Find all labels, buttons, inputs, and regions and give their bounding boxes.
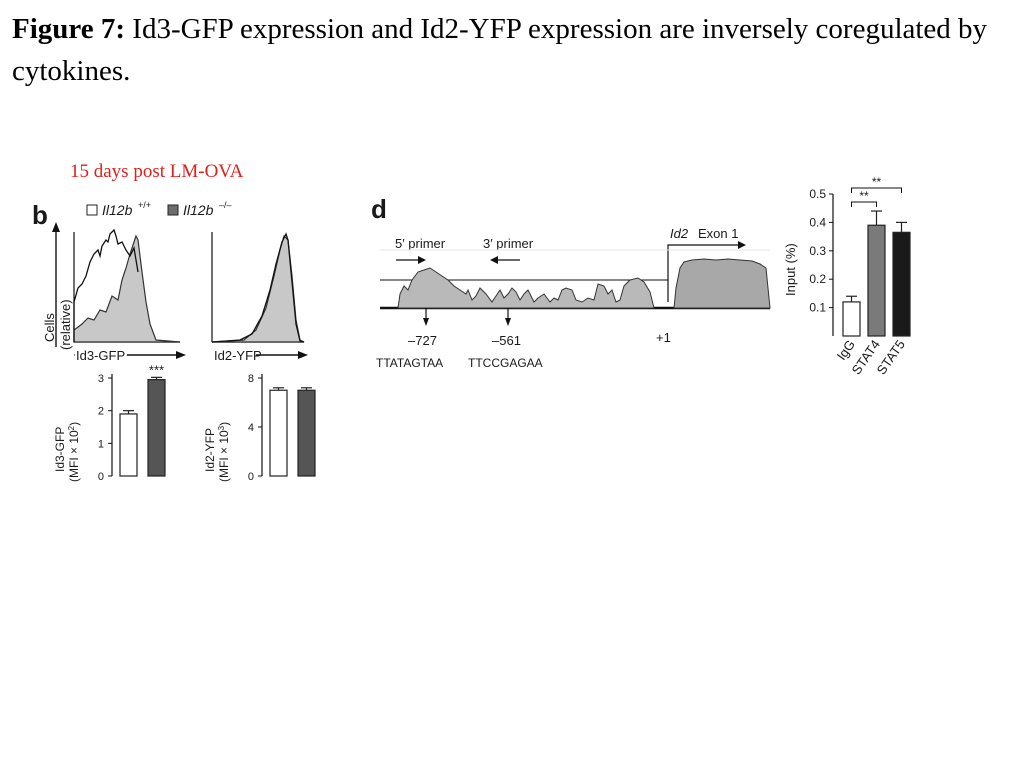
y-tick-label: 0.5 [809, 187, 826, 201]
panel-b-label: b [32, 200, 48, 230]
panel-d-label: d [371, 194, 387, 224]
legend-label-knockout: Il12b [183, 202, 214, 218]
panel-b-histograms: b Il12b +/+ Il12b –/– Cells (relative) I… [32, 200, 308, 366]
y-tick-label: 0.3 [809, 244, 826, 258]
y-tick-label: 2 [98, 406, 104, 418]
primer5-arrowhead [418, 256, 426, 264]
legend-swatch-knockout [167, 204, 179, 216]
primer3-label: 3′ primer [483, 236, 534, 251]
bar [269, 389, 288, 477]
pos1-label: –727 [408, 333, 437, 348]
hist-right-wildtype-curve [211, 232, 305, 343]
conservation-track [397, 267, 655, 309]
legend-swatch-wildtype [86, 204, 98, 216]
tss-arrowhead [738, 241, 746, 249]
bar [119, 413, 138, 477]
significance-label: ** [872, 175, 882, 189]
bar [297, 389, 316, 477]
bar [842, 301, 861, 337]
bar-chart-id3-gfp: 0 1 2 3 Id3-GFP (MFI × 102) *** [53, 362, 166, 483]
seq1-label: TTATAGTAA [376, 356, 443, 370]
exon-conservation-block [673, 258, 771, 309]
hist-right-knockout-curve [211, 234, 305, 343]
y-tick-label: 0 [98, 471, 104, 483]
pos2-label: –561 [492, 333, 521, 348]
tss-arrow [667, 244, 740, 302]
y-axis-label-units: (MFI × 102) [67, 422, 81, 482]
hist-left-xlabel: Id3-GFP [76, 348, 125, 363]
pos3-label: +1 [656, 330, 671, 345]
hist-ylabel: Cells [42, 313, 57, 342]
y-tick-label: 4 [248, 422, 254, 434]
panel-d-promoter-schematic: d 5′ primer 3′ primer Id2 Exon 1 –727 –5… [371, 194, 771, 370]
y-axis-label: Input (%) [783, 243, 798, 296]
y-tick-label: 0.2 [809, 272, 826, 286]
legend-sup-knockout: –/– [219, 200, 232, 210]
pos1-marker-head [423, 318, 429, 326]
y-tick-label: 3 [98, 373, 104, 385]
significance-label: ** [859, 189, 869, 203]
y-tick-label: 8 [248, 373, 254, 385]
hist-right-xlabel: Id2-YFP [214, 348, 262, 363]
significance-label: *** [149, 362, 164, 377]
bar [892, 231, 911, 337]
hist-ylabel-2: (relative) [58, 299, 73, 350]
timepoint-subtitle: 15 days post LM-OVA [70, 161, 244, 182]
hist-left-x-arrowhead [176, 351, 186, 359]
primer5-label: 5′ primer [395, 236, 446, 251]
y-axis-label: Id2-YFP [203, 428, 217, 472]
y-tick-label: 0.1 [809, 301, 826, 315]
hist-left-knockout-curve [73, 234, 181, 343]
y-tick-label: 0.4 [809, 215, 826, 229]
figure-label: Figure 7: [12, 13, 126, 45]
bar-chart-id2-yfp: 0 4 8 Id2-YFP (MFI × 103) [203, 373, 316, 483]
figure-caption-text: Id3-GFP expression and Id2-YFP expressio… [12, 13, 988, 87]
exon-label: Exon 1 [698, 226, 738, 241]
hist-left-wildtype-curve [73, 228, 139, 342]
y-axis-label: Id3-GFP [53, 427, 67, 472]
bar [867, 224, 886, 337]
y-axis-label-units: (MFI × 103) [217, 422, 231, 482]
y-tick-label: 0 [248, 471, 254, 483]
hist-y-arrowhead [52, 222, 60, 232]
gene-label: Id2 [670, 226, 689, 241]
figure-caption: Figure 7: Id3-GFP expression and Id2-YFP… [12, 8, 1002, 92]
legend-sup-wildtype: +/+ [138, 200, 151, 210]
y-tick-label: 1 [98, 438, 104, 450]
significance-bracket [851, 187, 902, 193]
pos2-marker-head [505, 318, 511, 326]
hist-right-x-arrowhead [298, 351, 308, 359]
primer3-arrowhead [490, 256, 498, 264]
significance-bracket [851, 201, 877, 207]
bar [147, 379, 166, 477]
legend-label-wildtype: Il12b [102, 202, 133, 218]
seq2-label: TTCCGAGAA [468, 356, 543, 370]
